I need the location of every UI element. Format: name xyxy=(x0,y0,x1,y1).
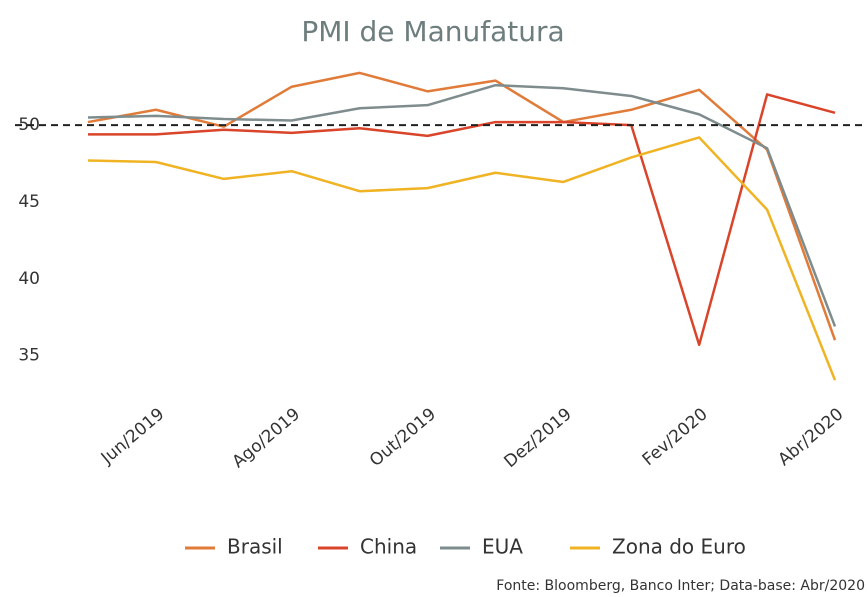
legend-label: Brasil xyxy=(227,535,283,559)
x-tick-label: Fev/2020 xyxy=(639,404,712,470)
series-line xyxy=(87,83,837,327)
legend-label: China xyxy=(360,535,417,559)
x-tick-label: Abr/2020 xyxy=(775,404,848,470)
y-tick-label: 35 xyxy=(18,346,40,366)
x-tick-label: Out/2019 xyxy=(366,404,440,471)
x-tick-label: Ago/2019 xyxy=(229,404,305,472)
x-tick-label: Dez/2019 xyxy=(501,404,576,472)
x-tick-label: Jun/2019 xyxy=(97,404,169,469)
series-line xyxy=(87,136,837,381)
series-line xyxy=(87,71,837,341)
source: Fonte: Bloomberg, Banco Inter; Data-base… xyxy=(496,578,865,594)
y-tick-label: 45 xyxy=(18,192,40,212)
legend-label: Zona do Euro xyxy=(612,535,746,559)
y-tick-label: 40 xyxy=(18,269,40,289)
chart-title: PMI de Manufatura xyxy=(301,15,564,48)
series-line xyxy=(88,93,836,347)
legend-label: EUA xyxy=(482,535,523,559)
